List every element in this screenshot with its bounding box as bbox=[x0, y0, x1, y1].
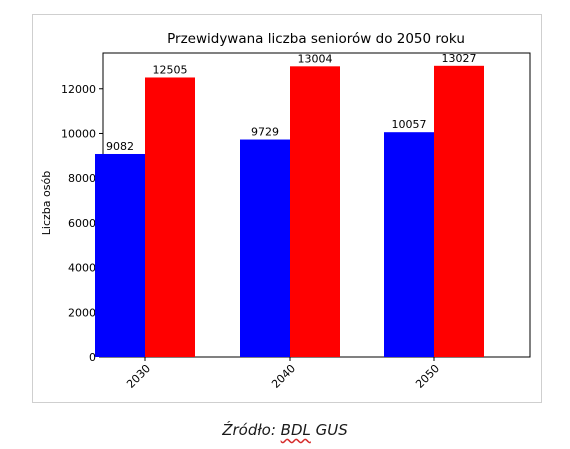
bars bbox=[95, 65, 484, 358]
y-tick-label: 6000 bbox=[68, 217, 96, 230]
bar-2050-series-1 bbox=[384, 132, 434, 357]
bar-2030-series-2 bbox=[145, 77, 195, 357]
caption-underlined-word: BDL bbox=[280, 421, 311, 439]
bar-2050-series-2 bbox=[434, 65, 484, 358]
data-label: 12505 bbox=[153, 63, 188, 76]
bar-2040-series-2 bbox=[290, 66, 340, 357]
chart-title: Przewidywana liczba seniorów do 2050 rok… bbox=[167, 31, 465, 47]
y-tick-label: 2000 bbox=[68, 306, 96, 319]
x-tick-label: 2040 bbox=[269, 362, 298, 391]
data-label: 13004 bbox=[298, 52, 333, 65]
data-label: 13027 bbox=[442, 52, 477, 65]
bar-2040-series-1 bbox=[240, 139, 290, 357]
y-tick-label: 10000 bbox=[61, 127, 96, 140]
x-tick-label: 2050 bbox=[413, 362, 442, 391]
data-label: 10057 bbox=[392, 118, 427, 131]
x-tick-label: 2030 bbox=[124, 362, 153, 391]
data-label: 9729 bbox=[251, 126, 279, 139]
y-tick-label: 4000 bbox=[68, 262, 96, 275]
caption-suffix: GUS bbox=[310, 421, 348, 439]
bar-2030-series-1 bbox=[95, 153, 145, 357]
data-label: 9082 bbox=[106, 140, 134, 153]
y-axis-label: Liczba osób bbox=[40, 171, 53, 235]
y-tick-label: 8000 bbox=[68, 172, 96, 185]
source-caption: Źródło: BDL GUS bbox=[0, 421, 570, 439]
y-tick-label: 0 bbox=[89, 351, 96, 364]
data-labels: 9082 12505 9729 13004 10057 13027 bbox=[106, 52, 477, 153]
caption-prefix: Źródło: bbox=[222, 421, 281, 439]
y-tick-label: 12000 bbox=[61, 83, 96, 96]
